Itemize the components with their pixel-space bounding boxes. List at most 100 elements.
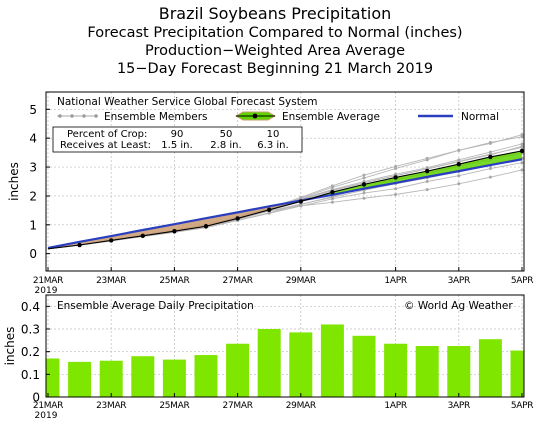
chart-subtitle-1: Forecast Precipitation Compared to Norma… (87, 25, 463, 41)
y-tick-label: 0.2 (21, 345, 40, 359)
ensemble-member-point (488, 175, 492, 179)
ensemble-member-point (425, 188, 429, 192)
ensemble-member-point (457, 159, 461, 163)
crop-box-header: Percent of Crop: (67, 129, 147, 140)
x-year-label: 2019 (35, 286, 58, 296)
x-year-label: 2019 (35, 411, 58, 421)
legend-title: National Weather Service Global Forecast… (57, 96, 318, 108)
ensemble-average-point (519, 148, 524, 154)
ensemble-member-point (457, 182, 461, 186)
daily-precip-bar (257, 329, 281, 397)
ensemble-member-point (267, 211, 271, 215)
daily-precip-chart: Ensemble Average Daily Precipitation © Wo… (3, 294, 534, 421)
ensemble-average-point (456, 161, 461, 167)
daily-precip-bar (384, 343, 408, 397)
deviation-shading (490, 150, 522, 166)
ensemble-member-point (394, 164, 398, 168)
x-tick-label: 27MAR (223, 276, 253, 286)
series-layer (47, 133, 524, 250)
ensemble-average-point (77, 242, 82, 248)
y-axis-label: inches (7, 162, 21, 201)
ensemble-member-point (362, 176, 366, 180)
x-tick-label: 29MAR (286, 401, 316, 411)
y-tick-label: 1 (29, 218, 37, 232)
legend-members-marker (58, 114, 62, 118)
ensemble-average-point (235, 216, 240, 221)
y-tick-label: 0.1 (21, 368, 40, 382)
chart-titles: Brazil Soybeans Precipitation Forecast P… (0, 4, 550, 78)
daily-precip-bar (352, 335, 376, 397)
y-axis-label: inches (3, 327, 17, 366)
ensemble-average-point (425, 168, 430, 174)
ensemble-member-point (362, 191, 366, 195)
legend-members-label: Ensemble Members (104, 111, 208, 123)
plot-frame-bottom (45, 294, 525, 398)
ensemble-member-point (425, 156, 429, 160)
deviation-shading (458, 156, 491, 172)
ensemble-member-point (362, 196, 366, 200)
daily-precip-bar (289, 332, 313, 397)
daily-precip-bar (194, 355, 218, 397)
x-tick-label: 29MAR (286, 276, 316, 286)
y-tick-label: 0 (29, 247, 37, 261)
ensemble-member-point (488, 152, 492, 156)
crop-box-value: Receives at Least: (60, 140, 151, 151)
daily-precip-bar (447, 346, 471, 397)
y-tick-label: 0 (32, 391, 40, 405)
crop-box-header: 10 (267, 129, 280, 140)
x-tick-label: 21MAR (33, 276, 63, 286)
crop-box (52, 126, 303, 153)
ensemble-average-point (203, 224, 209, 229)
daily-chart-title: Ensemble Average Daily Precipitation (57, 300, 254, 312)
ensemble-average-point (172, 228, 177, 234)
deviation-shading (142, 224, 175, 236)
chart-subtitle-3: 15−Day Forecast Beginning 21 March 2019 (116, 61, 434, 77)
ensemble-member-point (488, 167, 492, 171)
daily-precip-bar (46, 358, 60, 397)
x-tick-label: 5APR (511, 276, 533, 286)
x-tick-label: 21MAR (33, 401, 63, 411)
ensemble-member-point (330, 200, 334, 204)
deviation-shading (395, 171, 428, 183)
legend-normal-label: Normal (461, 111, 499, 123)
ensemble-average-point (267, 207, 272, 212)
x-tick-label: 23MAR (96, 276, 126, 286)
deviation-shading (237, 206, 270, 219)
legend-average-label: Ensemble Average (282, 111, 380, 123)
daily-precip-bar (415, 346, 439, 397)
daily-precip-bar (226, 343, 250, 397)
ensemble-member-point (488, 141, 492, 145)
crop-box-value: 1.5 in. (161, 140, 192, 151)
ensemble-member-point (520, 145, 524, 149)
ensemble-average-point (140, 233, 145, 238)
ensemble-member-point (520, 168, 524, 172)
deviation-shading (427, 164, 459, 177)
y-tick-label: 5 (29, 103, 37, 117)
daily-precip-bar (162, 359, 186, 397)
ensemble-member-point (425, 180, 429, 183)
x-tick-label: 5APR (511, 401, 533, 411)
ensemble-average-point (298, 199, 303, 204)
x-tick-label: 25MAR (159, 401, 189, 411)
deviation-shading (206, 212, 238, 227)
chart-subtitle-2: Production−Weighted Area Average (144, 43, 406, 59)
x-tick-label: 3APR (448, 401, 470, 411)
ensemble-member-point (299, 204, 303, 208)
ensemble-member-point (330, 195, 334, 199)
deviation-shading (174, 218, 206, 232)
ensemble-average-point (393, 175, 398, 180)
ensemble-member-point (520, 161, 524, 165)
daily-precip-bar (68, 361, 92, 397)
ensemble-average-point (330, 189, 335, 195)
x-tick-label: 1APR (384, 276, 406, 286)
plot-area-bottom (46, 295, 524, 397)
normal-line (47, 158, 523, 249)
daily-precip-bar (478, 339, 502, 397)
ensemble-member-point (520, 133, 524, 137)
ensemble-average-point (109, 238, 114, 243)
cumulative-precip-chart: 0 1 2 3 4 5 inches 21MAR 23MAR 25MAR 27MAR 29MAR 1AP… (7, 91, 534, 296)
ensemble-member-point (457, 174, 461, 178)
plot-frame (45, 91, 525, 272)
x-tick-label: 25MAR (159, 276, 189, 286)
